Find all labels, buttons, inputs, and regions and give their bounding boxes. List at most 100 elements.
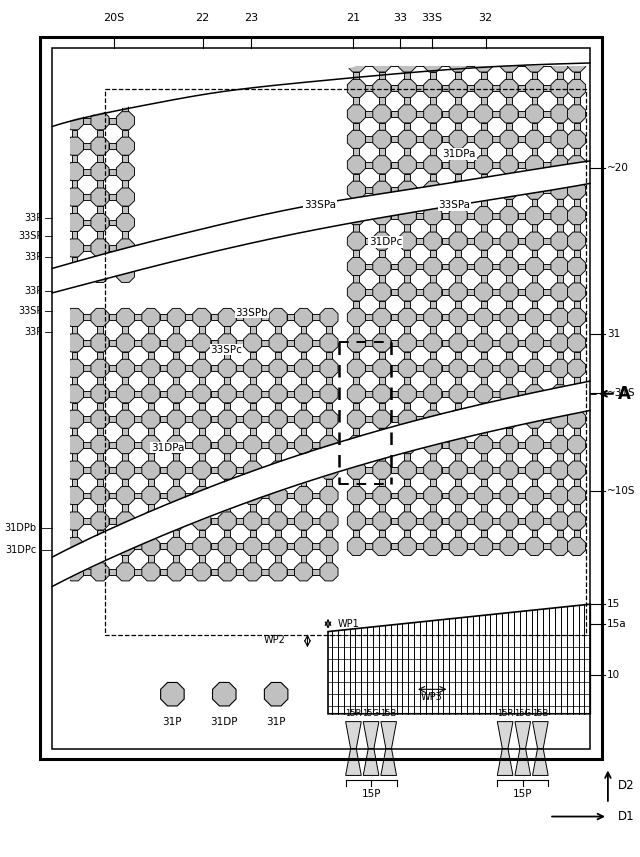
Text: 31DPa: 31DPa [151, 442, 184, 452]
Bar [365, 111, 373, 117]
Bar [148, 403, 154, 411]
Text: 15P: 15P [362, 789, 381, 799]
Polygon shape [348, 359, 365, 377]
Bar [557, 479, 563, 487]
Bar [287, 417, 295, 423]
Bar [416, 162, 424, 168]
Bar [83, 315, 91, 321]
Polygon shape [91, 512, 109, 530]
Bar [379, 530, 385, 537]
Bar [312, 417, 320, 423]
Polygon shape [500, 411, 518, 428]
Polygon shape [142, 537, 160, 555]
Bar [236, 569, 244, 575]
Polygon shape [475, 537, 493, 555]
Bar [442, 188, 449, 193]
Bar [353, 148, 359, 156]
Polygon shape [348, 334, 365, 352]
Bar [262, 315, 269, 321]
Polygon shape [269, 563, 287, 581]
Bar [365, 315, 373, 321]
Polygon shape [525, 54, 543, 72]
Bar [532, 377, 538, 385]
Text: 20S: 20S [103, 13, 124, 23]
Bar [481, 148, 486, 156]
Bar [442, 441, 449, 447]
Bar [185, 340, 193, 346]
Bar [543, 417, 551, 423]
Polygon shape [500, 80, 518, 98]
Polygon shape [475, 232, 493, 250]
Polygon shape [372, 232, 391, 250]
Bar [557, 199, 563, 207]
Bar [543, 264, 551, 269]
Bar [557, 505, 563, 512]
Text: 33P: 33P [24, 286, 42, 296]
Bar [83, 518, 91, 524]
Polygon shape [551, 156, 569, 174]
Bar [109, 93, 116, 99]
Bar [543, 340, 551, 346]
Bar [506, 174, 512, 182]
Bar [72, 327, 77, 334]
Bar [390, 340, 399, 346]
Text: 15R: 15R [345, 709, 362, 717]
Bar [122, 129, 129, 137]
Polygon shape [475, 435, 493, 453]
Polygon shape [424, 232, 442, 250]
Bar [148, 351, 154, 359]
Polygon shape [65, 435, 84, 453]
Bar [543, 493, 551, 499]
Polygon shape [551, 232, 569, 250]
Polygon shape [551, 257, 569, 276]
Bar [134, 391, 142, 397]
Bar [236, 518, 244, 524]
Bar [506, 225, 512, 232]
Bar [481, 72, 486, 80]
Bar [573, 275, 580, 283]
Bar [83, 271, 91, 276]
Bar [455, 428, 461, 436]
Bar [159, 493, 168, 499]
Polygon shape [568, 487, 586, 505]
Bar [557, 123, 563, 130]
Bar [557, 97, 563, 105]
Bar [573, 123, 580, 130]
Bar [211, 569, 218, 575]
Bar [543, 315, 551, 321]
Text: 15G: 15G [363, 709, 380, 717]
Bar [83, 143, 91, 149]
Bar [236, 441, 244, 447]
Bar [543, 213, 551, 219]
Bar [379, 351, 385, 359]
Bar [416, 493, 424, 499]
Bar [492, 340, 500, 346]
Bar [404, 123, 410, 130]
Bar [72, 155, 77, 163]
Bar [109, 143, 116, 149]
Polygon shape [116, 487, 134, 505]
Polygon shape [193, 435, 211, 453]
Polygon shape [568, 105, 586, 123]
Polygon shape [193, 487, 211, 505]
Text: 33: 33 [394, 13, 408, 23]
Polygon shape [364, 748, 379, 776]
Polygon shape [91, 461, 109, 479]
Polygon shape [116, 239, 134, 257]
Bar [390, 213, 399, 219]
Text: ~20: ~20 [607, 163, 628, 173]
Bar [224, 505, 230, 512]
Polygon shape [116, 537, 134, 555]
Polygon shape [525, 130, 543, 148]
Polygon shape [449, 207, 467, 225]
Bar [262, 365, 269, 371]
Bar [543, 467, 551, 473]
Polygon shape [525, 435, 543, 453]
Bar [97, 505, 103, 512]
Bar [379, 199, 385, 207]
Bar [365, 441, 373, 447]
Polygon shape [269, 385, 287, 403]
Bar [390, 417, 399, 423]
Polygon shape [475, 105, 493, 123]
Bar [72, 351, 77, 359]
